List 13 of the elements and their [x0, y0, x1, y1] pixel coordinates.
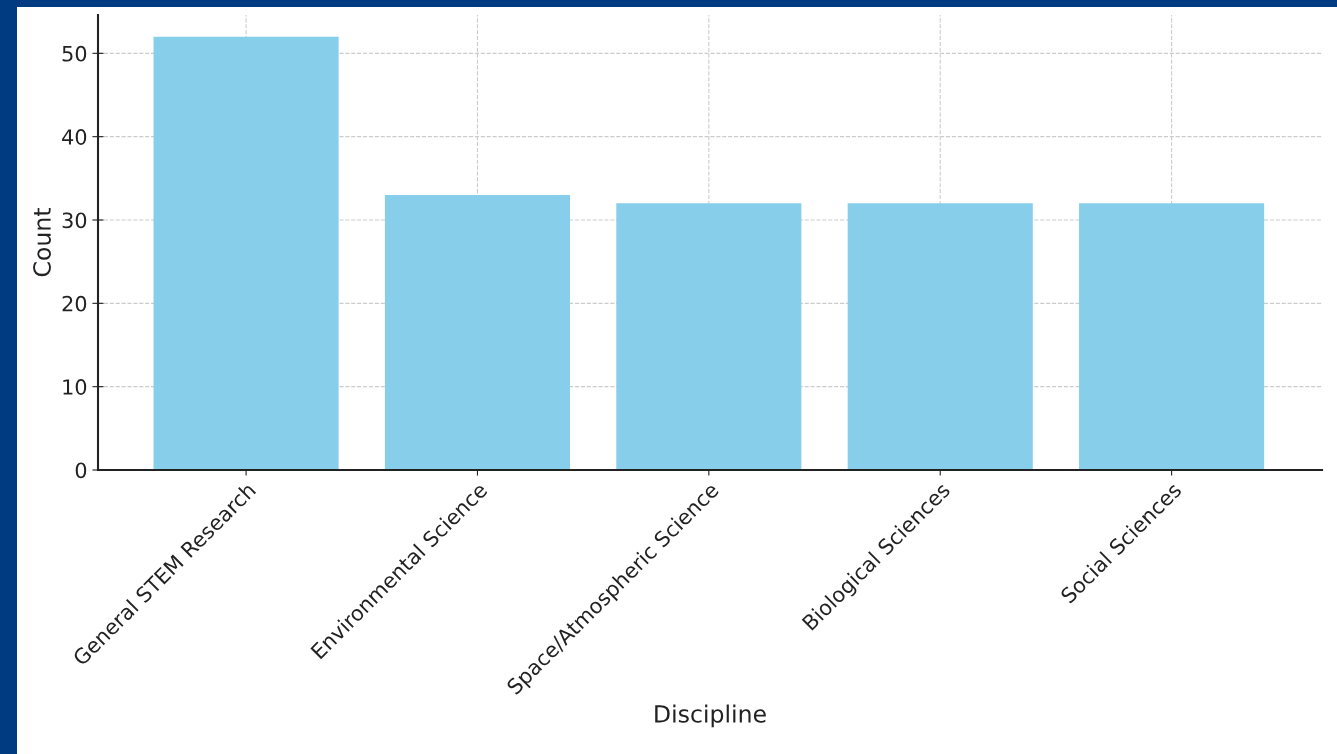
bar [616, 203, 802, 470]
y-tick-label: 0 [75, 462, 87, 479]
y-tick-label: 50 [62, 45, 87, 62]
bar [384, 195, 571, 470]
bar [153, 36, 339, 470]
y-tick-label: 30 [62, 212, 87, 229]
x-axis-title: Discipline [655, 704, 766, 728]
y-tick-label: 40 [62, 129, 87, 145]
bar [1079, 203, 1265, 470]
y-tick-label: 20 [62, 295, 87, 312]
y-tick-label: 10 [63, 379, 87, 395]
bar [847, 203, 1033, 470]
y-axis-title: Count [33, 208, 51, 277]
